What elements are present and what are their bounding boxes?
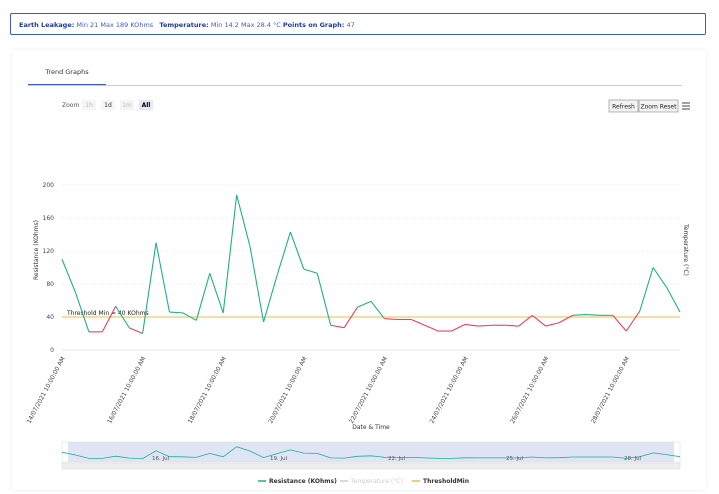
line-segment bbox=[451, 323, 466, 332]
line-segment bbox=[625, 310, 641, 332]
zoom-button[interactable] bbox=[139, 100, 153, 110]
line-segment bbox=[545, 322, 560, 327]
zoom-option[interactable]: 1d bbox=[104, 102, 112, 109]
button[interactable] bbox=[608, 99, 639, 113]
line-segment bbox=[236, 194, 251, 248]
line-segment bbox=[424, 324, 439, 332]
line-segment bbox=[585, 313, 600, 316]
line-segment bbox=[330, 324, 345, 329]
zoom-option[interactable]: All bbox=[142, 102, 151, 109]
scrollbar[interactable] bbox=[61, 462, 681, 470]
line-segment bbox=[169, 311, 183, 314]
line-segment bbox=[262, 275, 278, 323]
x-tick-label: 18/07/2021 10:00:00 AM bbox=[187, 356, 228, 425]
x-tick-label: 26/07/2021 10:00:00 AM bbox=[509, 356, 550, 425]
line-segment bbox=[357, 300, 372, 308]
line-segment bbox=[249, 246, 265, 323]
line-segment bbox=[384, 318, 398, 321]
line-segment bbox=[61, 259, 76, 293]
zoom-button[interactable] bbox=[101, 100, 115, 110]
x-tick-label: 16/07/2021 10:00:00 AM bbox=[106, 356, 147, 425]
value: Min 14.2 Max 28.4 °C bbox=[210, 21, 281, 29]
x-tick-label: 14/07/2021 10:00:00 AM bbox=[26, 356, 67, 425]
line-segment bbox=[276, 231, 291, 276]
legend-label[interactable]: Temperature (°C) bbox=[350, 478, 403, 485]
line-segment bbox=[612, 314, 627, 332]
line-segment bbox=[74, 292, 90, 333]
line-segment bbox=[316, 273, 332, 326]
zoom-option[interactable]: 1h bbox=[85, 102, 93, 109]
line-segment bbox=[518, 314, 533, 327]
line-segment bbox=[115, 305, 130, 329]
y-tick-label: 80 bbox=[46, 281, 54, 288]
line-segment bbox=[464, 323, 479, 327]
zoom-option[interactable]: 1m bbox=[122, 102, 132, 109]
line-segment bbox=[505, 324, 519, 327]
navigator-label: 28. Jul bbox=[624, 456, 642, 462]
line-segment bbox=[142, 242, 157, 334]
label: Temperature: bbox=[159, 21, 209, 29]
legend-label[interactable]: Resistance (KOhms) bbox=[269, 478, 337, 485]
line-segment bbox=[195, 273, 211, 321]
x-tick-label: 24/07/2021 10:00:00 AM bbox=[429, 356, 470, 425]
legend-label[interactable]: ThresholdMin bbox=[423, 478, 469, 485]
line-segment bbox=[639, 267, 654, 312]
line-segment bbox=[572, 313, 586, 316]
line-segment bbox=[155, 242, 171, 313]
x-tick-label: 20/07/2021 10:00:00 AM bbox=[267, 356, 308, 425]
y-tick-label: 40 bbox=[46, 314, 54, 321]
line-segment bbox=[531, 314, 546, 327]
summary-bar: Earth Leakage: Min 21 Max 189 KOhms Temp… bbox=[10, 13, 706, 35]
y-tick-label: 0 bbox=[50, 347, 54, 354]
y-tick-label: 160 bbox=[43, 215, 55, 222]
zoom-button[interactable] bbox=[120, 100, 134, 110]
navigator-label: 19. Jul bbox=[270, 456, 288, 462]
zoom-button[interactable] bbox=[82, 100, 96, 110]
navigator-line bbox=[61, 446, 681, 460]
zoom-label: Zoom bbox=[62, 102, 79, 109]
value: 47 bbox=[346, 21, 355, 29]
line-segment bbox=[303, 268, 318, 274]
label: Earth Leakage: bbox=[19, 21, 75, 29]
line-segment bbox=[478, 324, 492, 327]
x-tick-label: 28/07/2021 10:00:00 AM bbox=[590, 356, 631, 425]
y-axis-title: Resistance (KOhms) bbox=[33, 220, 40, 280]
x-tick-label: 22/07/2021 10:00:00 AM bbox=[348, 356, 389, 425]
button[interactable] bbox=[638, 99, 679, 113]
threshold-label: Threshold Min = 40 KOhms bbox=[66, 310, 149, 317]
button-label[interactable]: Zoom Reset bbox=[641, 104, 678, 111]
y-tick-label: 200 bbox=[43, 182, 55, 189]
y2-axis-title: Temperature (°C) bbox=[682, 223, 689, 276]
value: Min 21 Max 189 KOhms bbox=[76, 21, 154, 29]
line-segment bbox=[222, 194, 238, 313]
x-axis-title: Date & Time bbox=[352, 424, 390, 431]
line-segment bbox=[370, 300, 385, 319]
line-segment bbox=[666, 287, 681, 313]
line-segment bbox=[411, 318, 425, 326]
navigator-label: 25. Jul bbox=[506, 456, 524, 462]
button-label[interactable]: Refresh bbox=[612, 104, 635, 111]
menu-icon[interactable] bbox=[682, 102, 690, 110]
line-segment bbox=[128, 327, 143, 335]
line-segment bbox=[343, 306, 359, 329]
line-segment bbox=[558, 314, 573, 324]
line-segment bbox=[209, 273, 224, 314]
navigator-mask[interactable] bbox=[68, 442, 674, 462]
line-segment bbox=[101, 306, 117, 333]
navigator-label: 16. Jul bbox=[152, 456, 170, 462]
y-tick-label: 120 bbox=[43, 248, 55, 255]
line-segment bbox=[289, 231, 305, 270]
line-segment bbox=[652, 267, 668, 288]
tab-divider bbox=[28, 85, 682, 86]
line-segment bbox=[182, 312, 197, 321]
navigator-label: 22. Jul bbox=[388, 456, 406, 462]
label: Points on Graph: bbox=[282, 21, 345, 29]
